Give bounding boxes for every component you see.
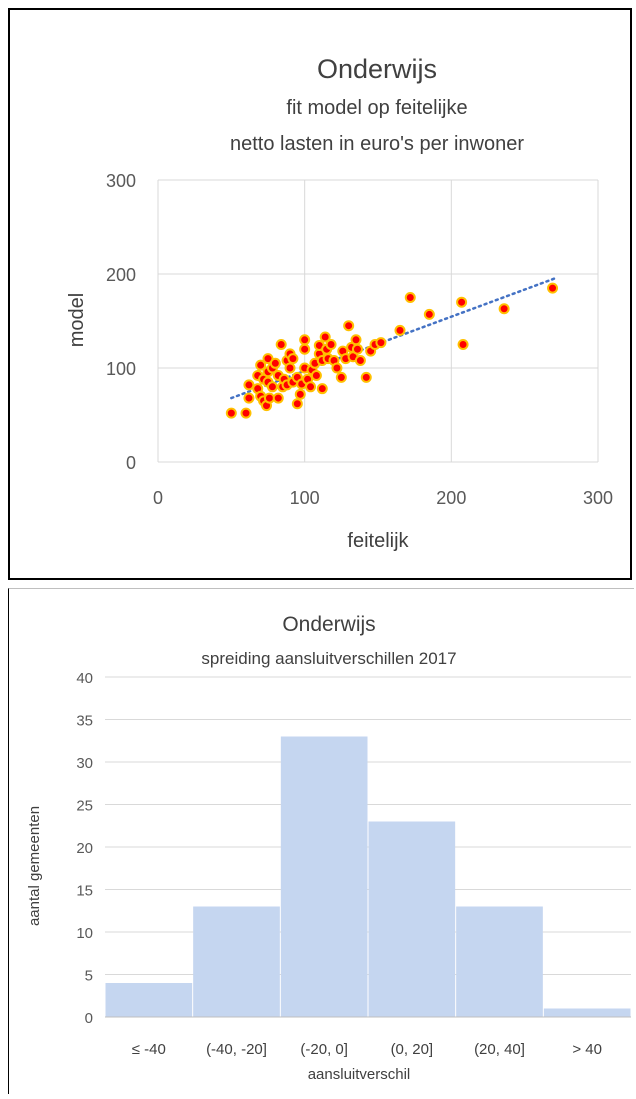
histogram-bar: [105, 983, 193, 1017]
scatter-point: [305, 381, 317, 393]
scatter-point: [316, 383, 328, 395]
scatter-point: [263, 392, 275, 404]
scatter-chart-panel: Onderwijs fit model op feitelijke netto …: [8, 8, 632, 580]
scatter-point: [394, 324, 406, 336]
histogram-y-tick-label: 25: [76, 798, 93, 815]
scatter-y-axis-label: model: [66, 293, 88, 347]
scatter-point: [547, 282, 559, 294]
scatter-point: [404, 292, 416, 303]
histogram-bar: [543, 1008, 631, 1017]
scatter-point: [350, 334, 362, 346]
scatter-point: [498, 303, 510, 315]
histogram-bar: [368, 821, 456, 1017]
histogram-bar: [456, 906, 543, 1017]
scatter-point: [294, 388, 306, 400]
scatter-subtitle-line-2: netto lasten in euro's per inwoner: [230, 133, 524, 155]
scatter-point: [457, 339, 469, 350]
histogram-y-tick-label: 10: [76, 925, 93, 942]
histogram-x-axis-label: aansluitverschil: [308, 1066, 411, 1083]
histogram-y-tick-label: 35: [76, 713, 93, 730]
histogram-chart: Onderwijs spreiding aansluitverschillen …: [26, 613, 631, 1083]
scatter-point: [269, 357, 281, 369]
histogram-chart-panel: Onderwijs spreiding aansluitverschillen …: [8, 588, 634, 1094]
scatter-point: [351, 343, 363, 355]
scatter-point: [325, 339, 337, 350]
histogram-y-tick-label: 5: [85, 968, 93, 985]
scatter-point: [272, 392, 284, 404]
scatter-y-tick-label: 200: [106, 265, 136, 285]
scatter-point: [375, 337, 387, 349]
scatter-point: [255, 359, 267, 371]
histogram-plot-area: 0 5 10 15 20 25 30 35 40 ≤ -40 (-40, -20] (-20, 0] (…: [76, 670, 631, 1058]
histogram-x-tick-label: (20, 40]: [474, 1041, 525, 1058]
scatter-point: [243, 379, 255, 391]
scatter-x-tick-label: 100: [290, 488, 320, 508]
scatter-plot-area: 0 100 200 300 0 100 200 300: [106, 171, 613, 508]
scatter-point: [299, 343, 311, 355]
scatter-point: [423, 308, 435, 320]
scatter-chart: Onderwijs fit model op feitelijke netto …: [66, 54, 613, 552]
scatter-point: [335, 371, 347, 383]
scatter-x-tick-label: 300: [583, 488, 613, 508]
scatter-point: [284, 362, 296, 374]
scatter-point: [319, 331, 331, 343]
histogram-x-tick-label: (0, 20]: [391, 1041, 434, 1058]
scatter-point: [225, 407, 237, 419]
scatter-point: [240, 407, 252, 419]
scatter-title: Onderwijs: [317, 54, 437, 84]
scatter-point: [360, 371, 372, 383]
scatter-point: [456, 296, 468, 308]
scatter-y-tick-label: 0: [126, 453, 136, 473]
histogram-x-tick-label: > 40: [572, 1041, 602, 1058]
histogram-y-tick-label: 15: [76, 883, 93, 900]
scatter-point: [291, 398, 303, 410]
histogram-x-tick-label: (-20, 0]: [300, 1041, 348, 1058]
scatter-point: [331, 362, 343, 374]
histogram-y-tick-label: 30: [76, 755, 93, 772]
histogram-x-tick-label: ≤ -40: [132, 1041, 166, 1058]
scatter-point: [343, 320, 355, 332]
histogram-y-tick-label: 0: [85, 1010, 93, 1027]
scatter-point: [287, 353, 299, 365]
scatter-point: [354, 354, 366, 366]
scatter-point: [310, 370, 322, 382]
histogram-y-tick-label: 40: [76, 670, 93, 687]
histogram-y-axis-label: aantal gemeenten: [26, 806, 43, 926]
scatter-y-tick-label: 100: [106, 359, 136, 379]
histogram-title: Onderwijs: [282, 613, 375, 636]
scatter-point: [275, 339, 287, 350]
scatter-point: [299, 334, 311, 346]
scatter-x-tick-label: 0: [153, 488, 163, 508]
scatter-x-axis-label: feitelijk: [347, 530, 409, 552]
histogram-bar: [193, 906, 280, 1017]
scatter-point: [266, 381, 278, 393]
histogram-subtitle: spreiding aansluitverschillen 2017: [201, 649, 456, 668]
histogram-y-tick-label: 20: [76, 840, 93, 857]
histogram-bar: [280, 736, 368, 1017]
histogram-x-tick-label: (-40, -20]: [206, 1041, 267, 1058]
scatter-subtitle-line-1: fit model op feitelijke: [286, 97, 467, 119]
scatter-x-tick-label: 200: [436, 488, 466, 508]
scatter-point: [243, 392, 255, 404]
scatter-y-tick-label: 300: [106, 171, 136, 191]
